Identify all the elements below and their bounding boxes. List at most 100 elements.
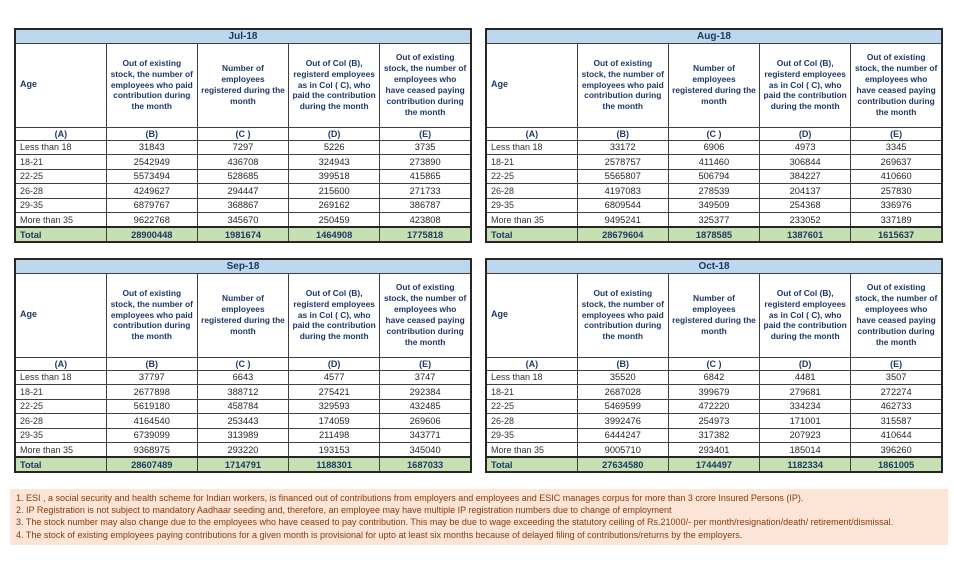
col-header-age: Age: [485, 272, 578, 358]
col-header-d: Out of Col (B), registerd employees as i…: [288, 272, 381, 358]
col-letter: (C ): [667, 126, 761, 141]
value-cell: 233052: [759, 212, 852, 228]
value-cell: 5469599: [576, 398, 669, 414]
value-cell: 250459: [288, 212, 381, 228]
value-cell: 6842: [667, 369, 761, 385]
footnote-4: 4. The stock of existing employees payin…: [16, 529, 743, 540]
total-row: Total 27634580 1744497 1182334 1861005: [485, 456, 943, 473]
value-cell: 4973: [759, 139, 852, 155]
table-row: 29-35 6879767 368867 269162 386787: [14, 197, 472, 213]
value-cell: 37797: [105, 369, 198, 385]
value-cell: 278539: [667, 183, 761, 199]
col-letter: (C ): [196, 126, 290, 141]
col-letter: (B): [576, 126, 669, 141]
table-row: More than 35 9005710 293401 185014 396260: [485, 442, 943, 458]
value-cell: 4197083: [576, 183, 669, 199]
table-oct-18: Oct-18 Age Out of existing stock, the numb…: [485, 258, 943, 473]
col-letter: (A): [14, 356, 107, 371]
table-row: 26-28 3992476 254973 171001 315587: [485, 413, 943, 429]
value-cell: 462733: [850, 398, 943, 414]
value-cell: 337189: [850, 212, 943, 228]
value-cell: 410660: [850, 168, 943, 184]
value-cell: 436708: [196, 154, 290, 170]
value-cell: 35520: [576, 369, 669, 385]
table-row: 29-35 6444247 317382 207923 410644: [485, 427, 943, 443]
col-letter: (D): [288, 126, 381, 141]
value-cell: 388712: [196, 384, 290, 400]
total-value: 27634580: [576, 456, 669, 473]
value-cell: 3992476: [576, 413, 669, 429]
value-cell: 399518: [288, 168, 381, 184]
value-cell: 386787: [379, 197, 472, 213]
month-table: Oct-18 Age Out of existing stock, the numb…: [485, 258, 943, 473]
value-cell: 207923: [759, 427, 852, 443]
value-cell: 6879767: [105, 197, 198, 213]
col-letter: (B): [105, 356, 198, 371]
value-cell: 343771: [379, 427, 472, 443]
value-cell: 4249627: [105, 183, 198, 199]
age-label: 18-21: [485, 384, 578, 400]
total-label: Total: [485, 226, 578, 243]
age-label: 18-21: [14, 384, 107, 400]
age-label: 29-35: [14, 427, 107, 443]
col-header-c: Number of employees registered during th…: [667, 42, 761, 128]
month-table: Jul-18 Age Out of existing stock, the numb…: [14, 28, 472, 243]
value-cell: 211498: [288, 427, 381, 443]
value-cell: 3345: [850, 139, 943, 155]
table-aug-18: Aug-18 Age Out of existing stock, the numb…: [485, 28, 943, 243]
table-jul-18: Jul-18 Age Out of existing stock, the numb…: [14, 28, 472, 243]
value-cell: 349509: [667, 197, 761, 213]
value-cell: 6643: [196, 369, 290, 385]
value-cell: 171001: [759, 413, 852, 429]
col-header-c: Number of employees registered during th…: [196, 272, 290, 358]
value-cell: 185014: [759, 442, 852, 458]
col-header-e: Out of existing stock, the number of emp…: [850, 42, 943, 128]
value-cell: 257830: [850, 183, 943, 199]
age-label: 29-35: [14, 197, 107, 213]
col-header-d: Out of Col (B), registerd employees as i…: [288, 42, 381, 128]
col-letter: (A): [485, 356, 578, 371]
col-letter: (D): [288, 356, 381, 371]
col-header-e: Out of existing stock, the number of emp…: [379, 42, 472, 128]
total-label: Total: [14, 226, 107, 243]
age-label: More than 35: [485, 212, 578, 228]
footnote-2: 2. IP Registration is not subject to man…: [16, 505, 672, 516]
col-letter: (E): [379, 126, 472, 141]
table-row: Less than 18 31843 7297 5226 3735: [14, 139, 472, 155]
col-header-b: Out of existing stock, the number of emp…: [576, 272, 669, 358]
total-value: 1714791: [196, 456, 290, 473]
col-letter: (A): [14, 126, 107, 141]
value-cell: 345040: [379, 442, 472, 458]
total-value: 1878585: [667, 226, 761, 243]
value-cell: 6809544: [576, 197, 669, 213]
value-cell: 293401: [667, 442, 761, 458]
value-cell: 6906: [667, 139, 761, 155]
value-cell: 528685: [196, 168, 290, 184]
value-cell: 345670: [196, 212, 290, 228]
col-letter: (D): [759, 356, 852, 371]
value-cell: 411460: [667, 154, 761, 170]
value-cell: 423808: [379, 212, 472, 228]
value-cell: 33172: [576, 139, 669, 155]
value-cell: 272274: [850, 384, 943, 400]
value-cell: 269162: [288, 197, 381, 213]
value-cell: 174059: [288, 413, 381, 429]
table-row: More than 35 9495241 325377 233052 337189: [485, 212, 943, 228]
value-cell: 2578757: [576, 154, 669, 170]
age-label: 29-35: [485, 427, 578, 443]
total-value: 28900448: [105, 226, 198, 243]
table-row: 18-21 2687028 399679 279681 272274: [485, 384, 943, 400]
total-value: 1615637: [850, 226, 943, 243]
value-cell: 5573494: [105, 168, 198, 184]
age-label: 29-35: [485, 197, 578, 213]
age-label: More than 35: [14, 442, 107, 458]
col-header-c: Number of employees registered during th…: [196, 42, 290, 128]
age-label: Less than 18: [485, 369, 578, 385]
age-label: 26-28: [485, 183, 578, 199]
value-cell: 4481: [759, 369, 852, 385]
value-cell: 5565807: [576, 168, 669, 184]
value-cell: 269606: [379, 413, 472, 429]
col-letter: (A): [485, 126, 578, 141]
table-row: 22-25 5573494 528685 399518 415865: [14, 168, 472, 184]
